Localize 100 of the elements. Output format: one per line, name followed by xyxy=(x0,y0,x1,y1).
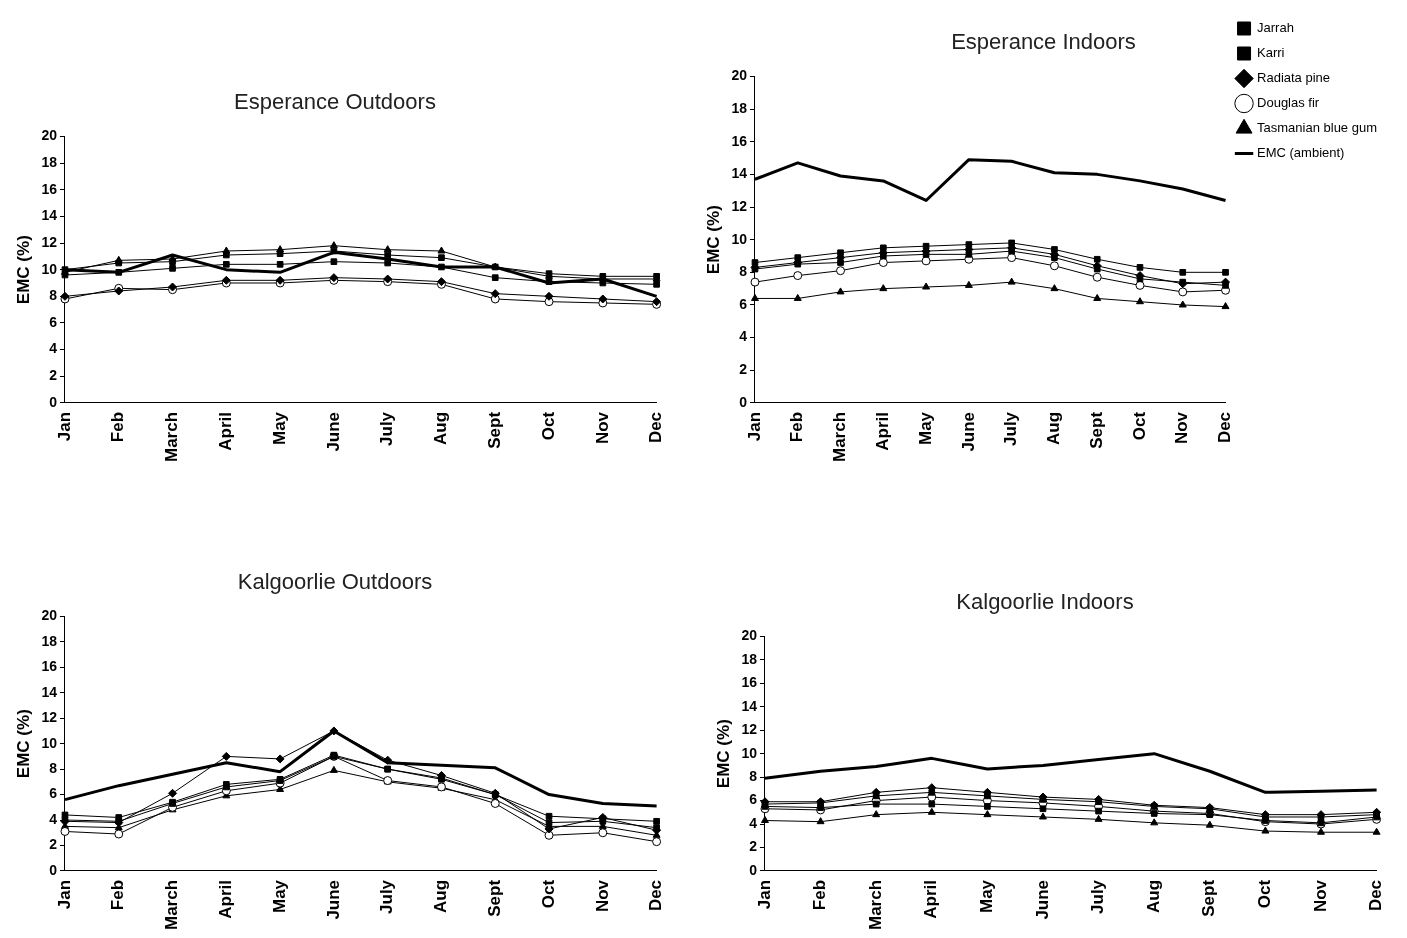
y-tick-label: 4 xyxy=(749,814,758,831)
y-tick-label: 16 xyxy=(741,674,758,691)
y-tick-label: 8 xyxy=(739,263,748,280)
legend-label: Jarrah xyxy=(1257,20,1294,36)
y-tick-label: 4 xyxy=(739,328,748,345)
x-tick-label: Aug xyxy=(1044,411,1064,445)
y-tick-label: 16 xyxy=(731,132,748,149)
y-tick-label: 10 xyxy=(741,744,758,761)
y-tick-label: 20 xyxy=(41,127,58,144)
x-tick-label: Nov xyxy=(1172,411,1192,445)
y-tick-label: 20 xyxy=(731,67,748,84)
x-tick-label: July xyxy=(377,411,397,446)
y-tick-label: 2 xyxy=(749,838,758,855)
x-tick-label: Dec xyxy=(646,879,666,912)
legend-label: Radiata pine xyxy=(1257,70,1331,86)
y-axis-title: EMC (%) xyxy=(703,205,723,275)
y-tick-label: 10 xyxy=(41,260,58,277)
x-tick-label: May xyxy=(977,879,997,914)
y-axis-title: EMC (%) xyxy=(713,719,733,789)
x-tick-label: Jan xyxy=(754,879,774,910)
x-tick-label: Aug xyxy=(1143,879,1163,913)
x-tick-label: April xyxy=(216,411,236,451)
y-tick-label: 14 xyxy=(731,165,748,182)
y-tick-label: 16 xyxy=(41,658,58,675)
y-tick-label: 18 xyxy=(731,99,748,116)
y-tick-label: 4 xyxy=(49,340,58,357)
x-tick-label: Jan xyxy=(54,411,74,442)
y-tick-label: 18 xyxy=(41,632,58,649)
x-tick-label: Nov xyxy=(1310,879,1330,913)
x-tick-label: June xyxy=(323,879,343,920)
x-tick-label: Sept xyxy=(1086,411,1106,449)
y-tick-label: 12 xyxy=(741,721,758,738)
y-tick-label: 10 xyxy=(731,230,748,247)
x-tick-label: Nov xyxy=(592,879,612,913)
x-tick-label: April xyxy=(921,879,941,919)
legend-label: EMC (ambient) xyxy=(1257,145,1345,161)
y-tick-label: 12 xyxy=(41,709,58,726)
x-tick-label: Aug xyxy=(431,411,451,445)
y-tick-label: 6 xyxy=(49,785,58,802)
y-tick-label: 6 xyxy=(739,295,748,312)
y-tick-label: 14 xyxy=(741,697,758,714)
y-tick-label: 16 xyxy=(41,180,58,197)
x-tick-label: May xyxy=(269,879,289,914)
x-tick-label: Dec xyxy=(1366,879,1386,912)
y-tick-label: 18 xyxy=(41,153,58,170)
y-tick-label: 2 xyxy=(739,361,748,378)
y-tick-label: 10 xyxy=(41,734,58,751)
x-tick-label: Feb xyxy=(787,411,807,443)
x-tick-label: May xyxy=(915,411,935,446)
y-tick-label: 6 xyxy=(749,791,758,808)
x-tick-label: March xyxy=(162,879,182,931)
x-tick-label: Sept xyxy=(484,411,504,449)
y-axis-title: EMC (%) xyxy=(13,709,33,779)
x-tick-label: April xyxy=(216,879,236,919)
y-tick-label: 4 xyxy=(49,810,58,827)
x-tick-label: March xyxy=(162,411,182,463)
x-tick-label: Oct xyxy=(538,411,558,441)
chart-title: Esperance Outdoors xyxy=(234,89,436,115)
y-tick-label: 14 xyxy=(41,207,58,224)
x-tick-label: May xyxy=(269,411,289,446)
y-tick-label: 2 xyxy=(49,367,58,384)
y-tick-label: 20 xyxy=(741,627,758,644)
x-tick-label: Jan xyxy=(54,879,74,910)
x-tick-label: Feb xyxy=(108,879,128,911)
chart-title: Kalgoorlie Indoors xyxy=(956,589,1134,615)
x-tick-label: Oct xyxy=(1129,411,1149,441)
x-tick-label: Sept xyxy=(1199,879,1219,917)
y-tick-label: 2 xyxy=(49,836,58,853)
x-tick-label: Sept xyxy=(484,879,504,917)
x-tick-label: April xyxy=(873,411,892,451)
x-tick-label: June xyxy=(1032,879,1052,920)
chart-title: Kalgoorlie Outdoors xyxy=(237,569,433,595)
x-tick-label: June xyxy=(323,411,343,452)
y-tick-label: 0 xyxy=(749,861,758,878)
y-tick-label: 12 xyxy=(731,197,748,214)
x-tick-label: July xyxy=(1088,879,1108,914)
y-tick-label: 8 xyxy=(49,759,58,776)
y-tick-label: 8 xyxy=(749,767,758,784)
y-tick-label: 14 xyxy=(41,683,58,700)
y-tick-label: 12 xyxy=(41,233,58,250)
y-tick-label: 0 xyxy=(49,861,58,878)
y-tick-label: 8 xyxy=(49,287,58,304)
x-tick-label: Dec xyxy=(646,411,666,444)
x-tick-label: July xyxy=(377,879,397,914)
x-tick-label: July xyxy=(1001,411,1021,446)
y-tick-label: 0 xyxy=(49,393,58,410)
x-tick-label: Oct xyxy=(538,879,558,909)
x-tick-label: June xyxy=(958,411,978,452)
x-tick-label: March xyxy=(865,879,885,931)
chart-title: Esperance Indoors xyxy=(951,29,1136,55)
legend-label: Tasmanian blue gum xyxy=(1257,120,1378,136)
x-tick-label: March xyxy=(830,411,850,463)
legend-label: Karri xyxy=(1257,45,1285,61)
y-axis-title: EMC (%) xyxy=(13,235,33,305)
x-tick-label: Feb xyxy=(108,411,128,443)
legend-label: Douglas fir xyxy=(1257,95,1320,111)
y-tick-label: 6 xyxy=(49,313,58,330)
y-tick-label: 0 xyxy=(739,393,748,410)
y-tick-label: 20 xyxy=(41,607,58,624)
x-tick-label: Feb xyxy=(810,879,830,911)
